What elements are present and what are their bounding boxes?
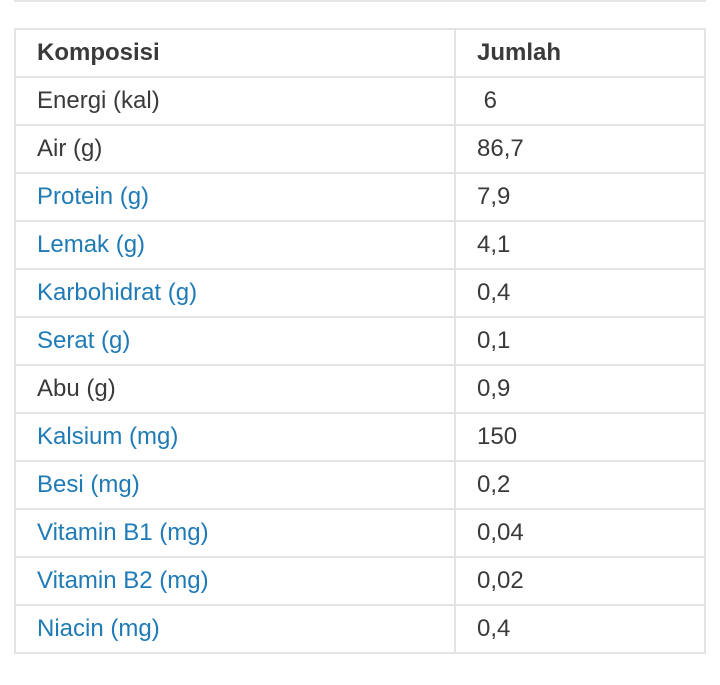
header-composition: Komposisi (14, 28, 456, 78)
table-row: Protein (g) 7,9 (14, 172, 706, 222)
table-row: Energi (kal) 6 (14, 76, 706, 126)
component-link[interactable]: Vitamin B2 (mg) (14, 556, 456, 606)
amount-cell: 7,9 (454, 172, 706, 222)
nutrition-composition-table: Komposisi Jumlah Energi (kal) 6 Air (g) … (14, 28, 706, 654)
table-row: Abu (g) 0,9 (14, 364, 706, 414)
amount-cell: 4,1 (454, 220, 706, 270)
table-row: Karbohidrat (g) 0,4 (14, 268, 706, 318)
amount-cell: 150 (454, 412, 706, 462)
component-link[interactable]: Besi (mg) (14, 460, 456, 510)
table-row: Niacin (mg) 0,4 (14, 604, 706, 654)
amount-cell: 0,04 (454, 508, 706, 558)
component-link[interactable]: Niacin (mg) (14, 604, 456, 654)
top-divider (14, 0, 706, 2)
amount-cell: 0,1 (454, 316, 706, 366)
table-header-row: Komposisi Jumlah (14, 28, 706, 78)
component-link[interactable]: Lemak (g) (14, 220, 456, 270)
component-link[interactable]: Vitamin B1 (mg) (14, 508, 456, 558)
amount-cell: 0,4 (454, 604, 706, 654)
amount-cell: 86,7 (454, 124, 706, 174)
header-amount: Jumlah (454, 28, 706, 78)
table-row: Air (g) 86,7 (14, 124, 706, 174)
component-link[interactable]: Serat (g) (14, 316, 456, 366)
component-link[interactable]: Kalsium (mg) (14, 412, 456, 462)
table-row: Serat (g) 0,1 (14, 316, 706, 366)
component-cell: Air (g) (14, 124, 456, 174)
amount-cell: 0,2 (454, 460, 706, 510)
amount-cell: 0,9 (454, 364, 706, 414)
table-row: Vitamin B1 (mg) 0,04 (14, 508, 706, 558)
table-row: Vitamin B2 (mg) 0,02 (14, 556, 706, 606)
component-cell: Abu (g) (14, 364, 456, 414)
table-row: Kalsium (mg) 150 (14, 412, 706, 462)
component-link[interactable]: Karbohidrat (g) (14, 268, 456, 318)
amount-cell: 6 (454, 76, 706, 126)
amount-cell: 0,02 (454, 556, 706, 606)
table-row: Lemak (g) 4,1 (14, 220, 706, 270)
table-row: Besi (mg) 0,2 (14, 460, 706, 510)
amount-cell: 0,4 (454, 268, 706, 318)
component-link[interactable]: Protein (g) (14, 172, 456, 222)
component-cell: Energi (kal) (14, 76, 456, 126)
